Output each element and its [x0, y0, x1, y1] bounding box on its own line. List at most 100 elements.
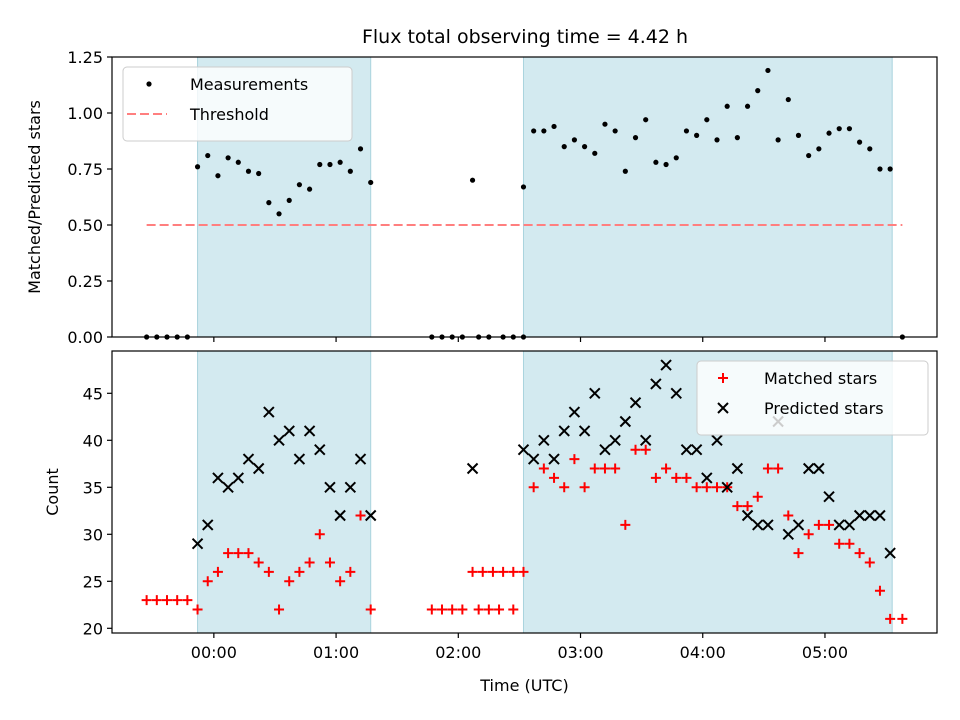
data-point — [274, 604, 285, 615]
data-point — [437, 604, 447, 615]
data-point — [660, 359, 672, 371]
data-point — [793, 548, 804, 559]
x-tick-label: 03:00 — [557, 643, 603, 662]
data-point — [215, 173, 221, 179]
shaded-interval-top-1 — [522, 56, 893, 338]
data-point — [368, 179, 374, 186]
data-point — [202, 519, 214, 531]
x-tick-label: 02:00 — [435, 643, 481, 662]
legend-label: Threshold — [189, 105, 269, 124]
data-point — [141, 595, 152, 606]
data-point — [191, 537, 204, 550]
data-point — [712, 482, 722, 493]
data-point — [559, 482, 570, 493]
y-tick-label: 0.50 — [67, 216, 103, 235]
data-point — [508, 604, 519, 615]
data-point — [785, 96, 791, 103]
data-point — [335, 576, 346, 587]
data-point — [643, 117, 649, 123]
data-point — [256, 170, 262, 177]
data-point — [578, 425, 591, 437]
data-point — [304, 557, 315, 568]
data-point — [225, 155, 231, 161]
data-point — [775, 137, 781, 143]
x-tick-label: 00:00 — [191, 643, 237, 662]
data-point — [619, 415, 632, 428]
shaded-interval-bottom-0 — [197, 350, 372, 634]
y-tick-label: 25 — [83, 572, 103, 591]
data-point — [355, 510, 366, 521]
data-point — [242, 453, 255, 465]
data-point — [877, 166, 883, 172]
data-point — [844, 538, 855, 549]
data-point — [620, 519, 631, 530]
data-point — [467, 566, 478, 577]
data-point — [795, 132, 802, 138]
data-point — [721, 481, 733, 494]
data-point — [276, 211, 282, 217]
data-point — [538, 463, 549, 474]
data-point — [283, 425, 295, 437]
y-tick-label: 40 — [83, 431, 103, 450]
data-point — [162, 595, 172, 606]
x-tick-label: 04:00 — [680, 643, 726, 662]
series-matched-stars — [141, 444, 908, 624]
data-point — [773, 463, 784, 474]
data-point — [212, 472, 224, 484]
data-point — [365, 604, 376, 615]
series-measurements — [144, 67, 905, 340]
data-point — [477, 566, 488, 577]
panel-counts: 20 25 30 35 40 45 00:00 01:00 02:00 03:00 04:00 05:… — [43, 350, 938, 695]
legend-box — [122, 66, 353, 142]
data-point — [549, 472, 560, 483]
legend-box — [696, 360, 929, 436]
data-point — [661, 463, 672, 474]
data-point — [673, 155, 679, 161]
data-point — [887, 166, 893, 172]
data-point — [469, 177, 476, 183]
data-point — [864, 557, 875, 568]
data-point — [856, 139, 863, 145]
data-point — [602, 121, 608, 127]
data-point — [273, 434, 285, 447]
legend-top: Measurements Threshold — [122, 66, 353, 142]
data-point — [498, 566, 509, 577]
data-point — [762, 463, 773, 474]
y-tick-label: 0.25 — [67, 272, 103, 291]
data-point — [473, 604, 484, 615]
data-point — [834, 538, 845, 549]
data-point — [824, 519, 835, 530]
data-point — [592, 150, 598, 156]
data-point — [364, 509, 377, 522]
data-point — [314, 443, 326, 456]
data-point — [531, 128, 537, 134]
x-axis-label: Time (UTC) — [479, 676, 568, 695]
data-point — [629, 396, 642, 409]
data-point — [212, 566, 223, 577]
data-point — [802, 462, 815, 475]
y-axis-label: Matched/Predicted stars — [25, 100, 44, 294]
data-point — [263, 406, 275, 418]
data-point — [266, 200, 272, 206]
data-point — [345, 566, 356, 577]
data-point — [235, 159, 241, 165]
data-point — [694, 132, 700, 138]
data-point — [734, 135, 740, 141]
data-point — [724, 103, 730, 109]
data-point — [457, 604, 468, 615]
y-axis-label: Count — [43, 468, 62, 516]
legend-marker — [718, 373, 728, 383]
data-point — [294, 566, 305, 577]
data-point — [324, 481, 336, 494]
data-point — [884, 547, 896, 559]
data-point — [816, 146, 822, 152]
data-point — [548, 453, 560, 465]
data-point — [151, 595, 162, 606]
data-point — [732, 501, 743, 512]
data-point — [293, 453, 306, 465]
data-point — [182, 595, 193, 606]
y-tick-label: 1.00 — [67, 104, 103, 123]
data-point — [252, 462, 265, 475]
data-point — [874, 585, 885, 596]
data-point — [843, 519, 856, 531]
